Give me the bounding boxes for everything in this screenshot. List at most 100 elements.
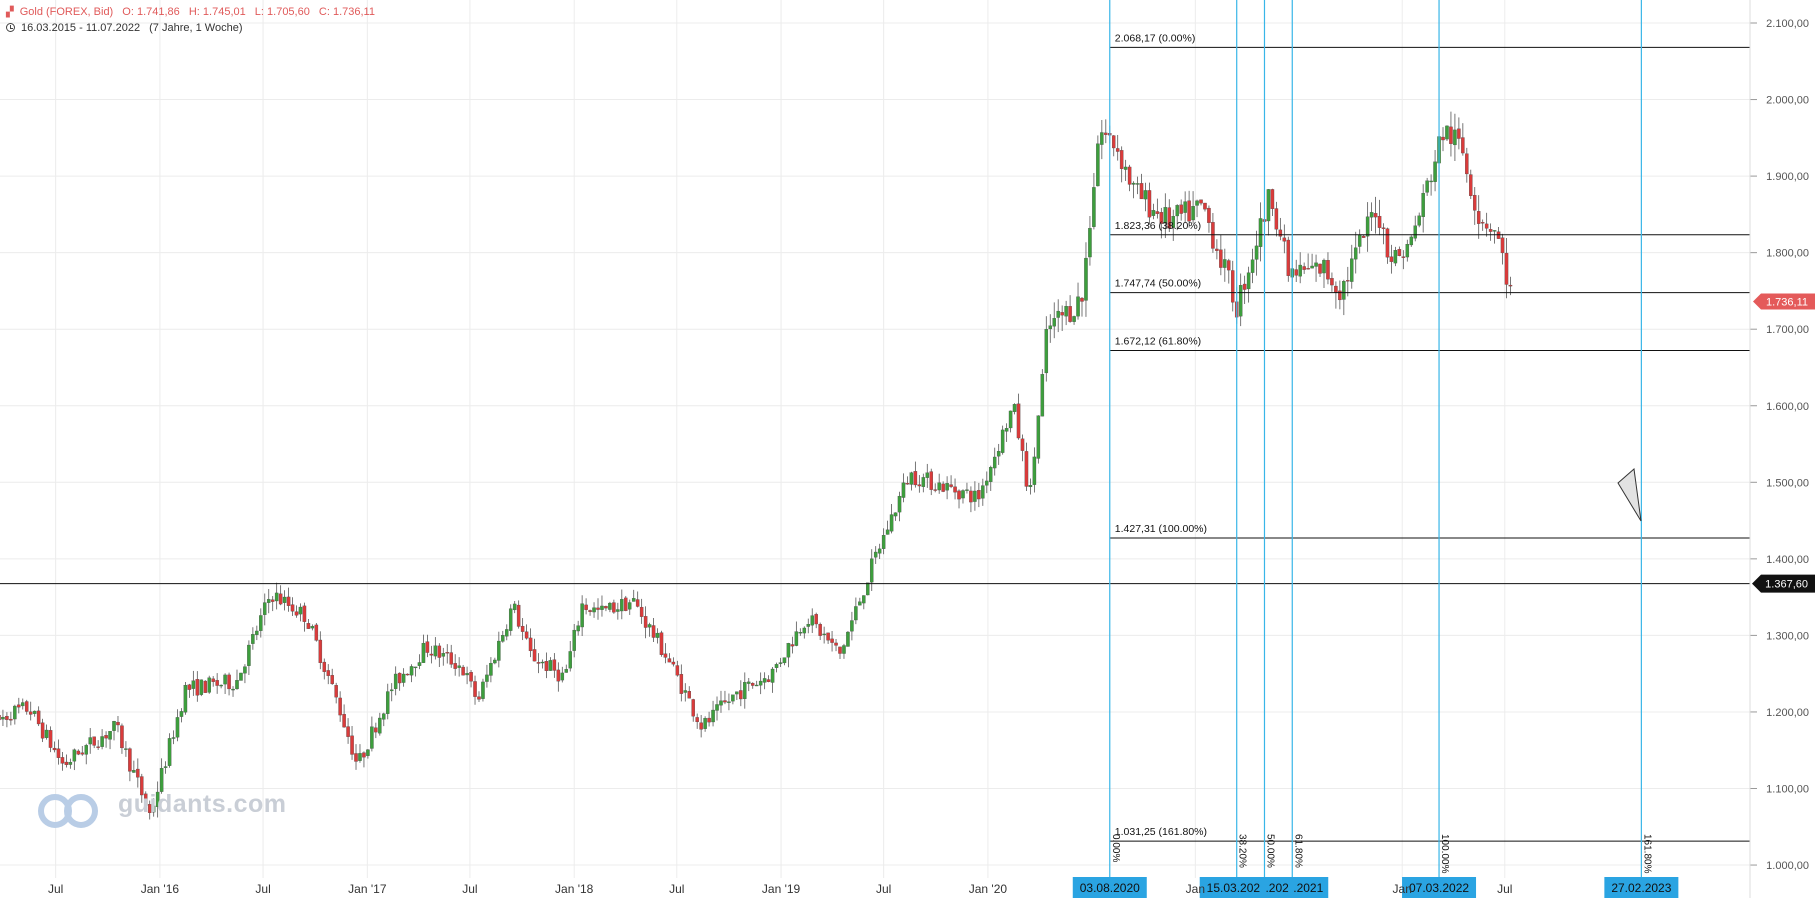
candle-body: [128, 748, 132, 772]
candle-body: [695, 717, 699, 723]
candle-body: [1508, 284, 1513, 287]
candle-body: [1115, 148, 1120, 152]
candle-body: [520, 625, 525, 632]
candle-body: [187, 684, 192, 690]
candle-body: [263, 602, 267, 615]
candle-body: [1096, 143, 1100, 187]
candle-body: [1492, 230, 1497, 232]
candle: [786, 642, 791, 668]
candle-body: [501, 635, 505, 642]
candle: [1377, 199, 1382, 236]
fib-time-percent: 100.00%: [1439, 834, 1450, 874]
candle-body: [1405, 244, 1410, 258]
candle: [643, 606, 648, 639]
candle-body: [1413, 225, 1417, 239]
candle: [1254, 230, 1259, 276]
candle-body: [556, 669, 561, 682]
candle: [977, 482, 981, 508]
candle-body: [84, 745, 88, 755]
candle-body: [1294, 269, 1298, 276]
candle-body: [1461, 137, 1465, 154]
candle: [1092, 172, 1096, 230]
candle-body: [897, 495, 902, 513]
candle: [957, 489, 961, 509]
candle-body: [505, 629, 509, 637]
candle-body: [1123, 166, 1128, 170]
candle-body: [881, 535, 886, 549]
candle: [120, 723, 124, 754]
support-price-label: 1.367,60: [1765, 579, 1808, 591]
candle-body: [941, 483, 945, 492]
candle: [1326, 252, 1330, 285]
candle: [862, 595, 866, 610]
candle: [334, 682, 338, 704]
candle: [21, 698, 25, 710]
candle: [683, 683, 688, 702]
candle-body: [810, 615, 814, 626]
candle-body: [524, 631, 529, 639]
candlestick-series: [0, 111, 1513, 820]
candle: [425, 634, 430, 658]
candle-body: [1040, 374, 1045, 417]
candle-body: [378, 717, 382, 734]
candle-body: [1024, 451, 1029, 487]
triangle-drawing-icon[interactable]: [1617, 468, 1642, 522]
candle: [1373, 196, 1378, 234]
candle-body: [223, 674, 227, 685]
candle: [1147, 182, 1152, 225]
candle-body: [1484, 223, 1489, 229]
instrument-header: ▞ Gold (FOREX, Bid) O: 1.741,86 H: 1.745,…: [6, 6, 381, 18]
candle-body: [195, 679, 200, 696]
candle: [1282, 224, 1287, 254]
candle: [171, 730, 176, 745]
candle: [215, 673, 219, 694]
symbol-name[interactable]: Gold (FOREX, Bid): [19, 6, 114, 18]
candle: [104, 731, 108, 748]
candle-body: [318, 639, 323, 663]
candle: [1405, 239, 1410, 262]
candle-body: [24, 701, 29, 712]
candle-body: [243, 666, 247, 674]
candle: [524, 624, 529, 640]
candle-body: [703, 718, 707, 729]
candle-body: [532, 649, 537, 662]
candle: [905, 476, 910, 485]
candle-body: [1357, 234, 1362, 247]
candle: [318, 631, 323, 670]
high-value: H: 1.745,01: [188, 6, 246, 18]
candle-body: [750, 682, 755, 686]
candle: [116, 716, 120, 733]
candle-body: [167, 738, 172, 766]
candle: [826, 632, 830, 644]
candle-body: [191, 680, 196, 689]
candle: [5, 712, 9, 728]
candle-body: [1429, 180, 1433, 183]
candle: [1111, 135, 1116, 157]
candle-body: [76, 750, 81, 755]
candle-body: [1310, 265, 1314, 269]
candle: [1508, 276, 1513, 296]
candle: [1488, 223, 1493, 241]
candle: [925, 463, 930, 488]
candle-body: [588, 610, 592, 612]
candle-body: [259, 615, 263, 631]
candle-body: [1385, 228, 1390, 258]
candle: [1199, 199, 1203, 206]
candle: [108, 731, 112, 750]
candle: [1449, 111, 1453, 157]
candle-body: [5, 716, 9, 720]
candle: [1385, 227, 1390, 264]
candle: [1100, 119, 1104, 160]
candle-body: [1139, 183, 1144, 200]
candle-body: [937, 482, 941, 491]
candle: [612, 599, 616, 614]
candle-body: [370, 726, 374, 749]
candle-body: [32, 710, 37, 714]
candle: [1155, 198, 1160, 219]
candle: [917, 475, 922, 493]
candle-body: [294, 611, 299, 616]
candle-body: [17, 704, 21, 708]
candle: [1246, 266, 1251, 303]
fib-time-percent: 50.00%: [1264, 834, 1275, 868]
